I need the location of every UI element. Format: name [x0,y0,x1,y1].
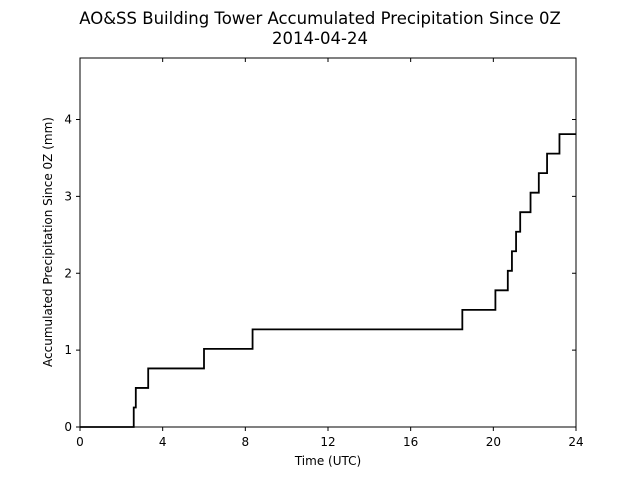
x-tick-label: 24 [568,435,583,449]
x-tick-label: 12 [320,435,335,449]
chart-subtitle: 2014-04-24 [272,29,368,48]
y-axis: 0 1 2 3 4 [64,113,576,434]
y-tick-label: 4 [64,113,72,127]
x-tick-label: 0 [76,435,84,449]
y-axis-label: Accumulated Precipitation Since 0Z (mm) [41,117,55,367]
plot-area-frame [79,57,577,428]
x-tick-label: 4 [159,435,167,449]
precipitation-series-line [80,133,576,428]
x-tick-label: 8 [242,435,250,449]
y-tick-label: 1 [64,343,72,357]
y-tick-label: 3 [64,189,72,203]
x-tick-label: 16 [403,435,418,449]
chart-title: AO&SS Building Tower Accumulated Precipi… [79,9,561,28]
y-tick-label: 0 [64,420,72,434]
x-axis-label: Time (UTC) [294,454,361,468]
x-axis: 0 4 8 12 16 20 24 [76,58,584,449]
x-tick-label: 20 [486,435,501,449]
y-tick-label: 2 [64,266,72,280]
